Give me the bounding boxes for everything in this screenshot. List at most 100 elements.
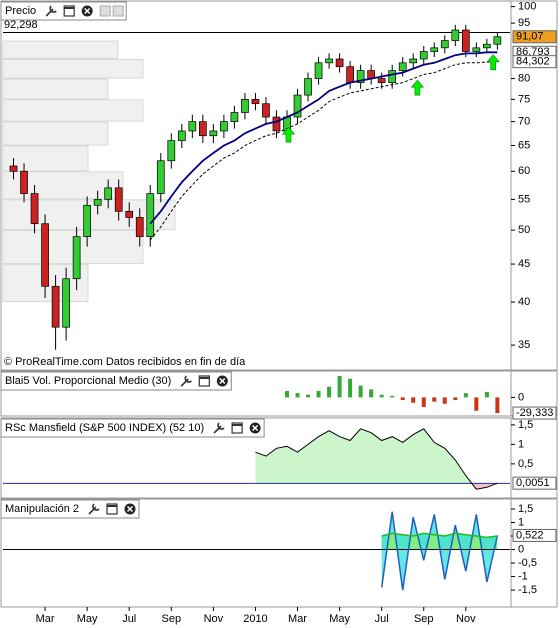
signal-arrow [410, 79, 425, 96]
candle-body [493, 36, 502, 45]
value-label: 0,0051 [512, 476, 557, 490]
y-tick-label: 40 [518, 296, 530, 308]
bar [453, 397, 458, 401]
y-tick-label: 80 [518, 72, 530, 84]
signal-arrow [281, 126, 296, 143]
x-tick-label: Sep [162, 613, 182, 625]
bar [495, 397, 500, 414]
move-icon[interactable] [112, 5, 124, 17]
annotation: © ProRealTime.com Datos recibidos en fin… [4, 356, 246, 368]
x-tick-label: Jul [375, 613, 389, 625]
window-icon[interactable] [198, 375, 210, 387]
x-tick-label: Nov [204, 613, 224, 625]
panel-tab-bg [0, 499, 140, 519]
close-icon-x [126, 505, 134, 513]
volume-profile-bar [2, 78, 109, 100]
candle-body [51, 285, 60, 328]
candle-body [293, 94, 302, 118]
settings-icon[interactable] [88, 503, 100, 515]
panel-tab: Blai5 Vol. Proporcional Medio (30) [0, 371, 232, 391]
x-tick-label: Mar [36, 613, 55, 625]
candle-body [377, 78, 386, 83]
line [255, 428, 498, 490]
plot [2, 24, 510, 350]
y-tick-label: 65 [518, 139, 530, 151]
value-label-box [512, 30, 557, 44]
candle-body [483, 43, 491, 49]
move-icon[interactable] [99, 5, 111, 17]
candle-body [199, 121, 207, 137]
line [381, 532, 498, 539]
candle-body [304, 78, 312, 96]
panel-tab: Manipulación 2 [0, 499, 140, 519]
y-tick-label: 1 [518, 438, 524, 450]
close-icon-x [84, 7, 91, 15]
line [149, 51, 498, 225]
value-label-text: -29,333 [516, 407, 553, 419]
settings-icon[interactable] [180, 375, 192, 387]
candle-body [156, 160, 165, 194]
candle-body [177, 130, 186, 141]
candle-body [83, 204, 91, 237]
bar [316, 391, 321, 398]
y-tick-label: 1,5 [518, 503, 533, 515]
candle-body [325, 58, 333, 64]
candle-body [272, 116, 281, 132]
panel-title: Blai5 Vol. Proporcional Medio (30) [5, 375, 171, 387]
settings-icon[interactable] [213, 422, 225, 434]
bar [463, 393, 468, 398]
value-label-box [512, 476, 557, 490]
candle-body [451, 29, 460, 41]
bar [379, 394, 384, 398]
value-label-box [512, 406, 557, 420]
value-label-text: 84,302 [516, 56, 550, 68]
candle-body [440, 40, 449, 49]
window-icon[interactable] [63, 5, 75, 17]
bar [474, 397, 479, 411]
y-tick-label: 0,5 [518, 458, 533, 470]
y-tick-label: 50 [518, 224, 530, 236]
value-label-text: 0,0051 [516, 477, 550, 489]
candle-body [146, 193, 155, 237]
close-icon-x [252, 424, 259, 432]
candle-body [30, 193, 39, 225]
candle-body [62, 278, 70, 328]
candle-body [93, 199, 102, 206]
candle-body [409, 58, 418, 64]
x-tick-label: May [329, 613, 350, 625]
candle-body [461, 29, 470, 52]
line [380, 511, 499, 591]
value-label-box [512, 55, 557, 69]
candle-body [104, 187, 113, 200]
y-tick-label: 1 [518, 516, 524, 528]
x-tick-label: Sep [414, 613, 434, 625]
candle-body [230, 112, 239, 122]
candle-body [356, 70, 365, 83]
candle-body [251, 99, 260, 105]
bar [390, 395, 395, 398]
candle-body [9, 165, 18, 172]
candle-body [188, 121, 197, 132]
y-tick-label: 45 [518, 258, 530, 270]
candle-body [241, 99, 249, 113]
candle-body [262, 103, 270, 118]
value-label-text: 91,07 [516, 31, 544, 43]
window-icon[interactable] [231, 422, 243, 434]
candle-body [20, 170, 28, 194]
y-tick-label: 70 [518, 116, 530, 128]
settings-icon[interactable] [45, 5, 57, 17]
candle-body [41, 223, 49, 287]
bar [400, 397, 405, 401]
bar [306, 394, 311, 398]
y-tick-label: -0,5 [518, 557, 537, 569]
y-tick-label: 60 [518, 165, 530, 177]
value-label-text: 0,522 [516, 529, 544, 541]
candle-body [419, 51, 428, 60]
candle-body [472, 47, 481, 52]
candle-body [335, 58, 344, 68]
bar [369, 389, 374, 398]
window-icon[interactable] [106, 503, 118, 515]
candle-body [209, 130, 218, 137]
close-icon-x [219, 377, 226, 385]
